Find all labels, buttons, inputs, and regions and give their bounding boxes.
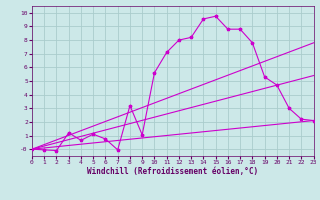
X-axis label: Windchill (Refroidissement éolien,°C): Windchill (Refroidissement éolien,°C) [87,167,258,176]
